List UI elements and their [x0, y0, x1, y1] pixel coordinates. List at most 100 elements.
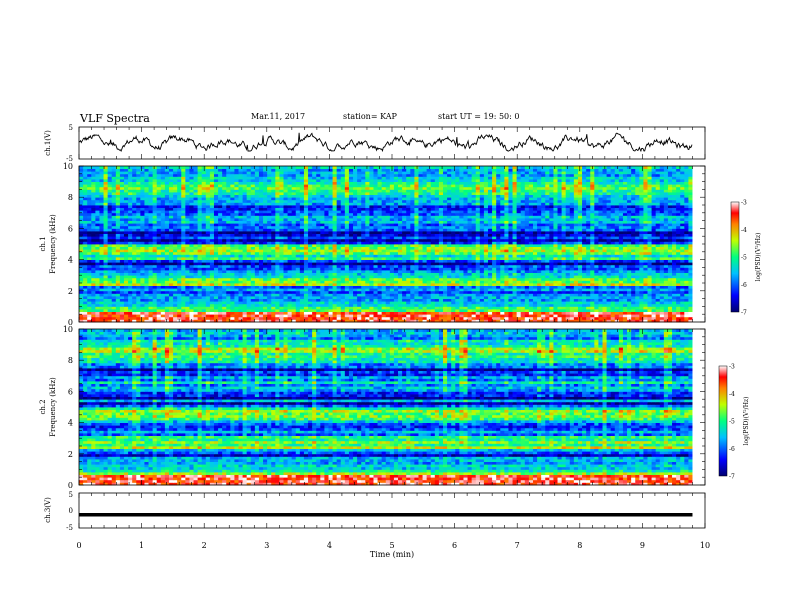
- ch1-spectrogram-cell: [659, 293, 665, 297]
- ch1-spectrogram-cell: [189, 285, 194, 289]
- ch1-spectrogram-cell: [373, 290, 378, 294]
- ch1-spectrogram-cell: [537, 283, 542, 286]
- ch1-spectrogram-cell: [475, 257, 481, 260]
- ch1-spectrogram-cell: [443, 309, 448, 312]
- ch1-spectrogram-cell: [549, 236, 554, 240]
- ch1-spectrogram-cell: [218, 285, 223, 289]
- ch1-spectrogram-cell: [189, 277, 194, 281]
- ch1-spectrogram-cell: [541, 316, 546, 320]
- ch1-spectrogram-cell: [328, 244, 333, 247]
- ch1-spectrogram-cell: [95, 288, 100, 292]
- ch1-spectrogram-cell: [606, 244, 612, 247]
- ch1-spectrogram-cell: [500, 251, 505, 255]
- ch1-spectrogram-cell: [545, 270, 550, 273]
- ch1-spectrogram-cell: [614, 298, 620, 302]
- ch1-spectrogram-cell: [606, 257, 612, 260]
- ch1-spectrogram-cell: [430, 314, 436, 318]
- ch1-spectrogram-cell: [209, 262, 215, 266]
- ch1-spectrogram-cell: [316, 290, 321, 294]
- ch1-spectrogram-cell: [83, 290, 88, 294]
- ch1-spectrogram-cell: [263, 264, 268, 268]
- ch1-spectrogram-cell: [213, 303, 219, 307]
- ch1-spectrogram-cell: [602, 249, 607, 253]
- ch1-spectrogram-cell: [545, 293, 550, 297]
- ch1-spectrogram-cell: [504, 280, 509, 284]
- ch1-spectrogram-cell: [95, 246, 100, 250]
- ch1-spectrogram-cell: [344, 285, 350, 289]
- ch1-spectrogram-cell: [684, 298, 689, 302]
- ch1-spectrogram-cell: [467, 275, 473, 279]
- ch1-spectrogram-cell: [520, 293, 526, 297]
- ch1-spectrogram-cell: [279, 267, 284, 271]
- ch1-spectrogram-cell: [512, 296, 518, 299]
- ch1-spectrogram-cell: [451, 285, 456, 289]
- ch1-spectrogram-cell: [635, 257, 640, 260]
- ch1-spectrogram-cell: [475, 249, 481, 253]
- ch1-spectrogram-cell: [128, 254, 133, 258]
- ch1-spectrogram-cell: [606, 272, 612, 276]
- ch1-spectrogram-cell: [475, 270, 481, 273]
- ch1-spectrogram-cell: [549, 306, 554, 310]
- ch1-spectrogram-cell: [218, 309, 223, 312]
- ch1-spectrogram-cell: [156, 309, 162, 312]
- ch1-spectrogram-cell: [569, 275, 575, 279]
- ch1-spectrogram-cell: [107, 303, 113, 307]
- ch1-spectrogram-cell: [680, 319, 685, 323]
- ch1-spectrogram-cell: [197, 314, 203, 318]
- ch1-spectrogram-cell: [115, 264, 121, 268]
- ch1-spectrogram-cell: [545, 319, 550, 323]
- ch1-spectrogram-cell: [459, 262, 464, 266]
- ch1-spectrogram-cell: [479, 270, 485, 273]
- ch1-spectrogram-cell: [213, 314, 219, 318]
- ch1-spectrogram-cell: [483, 280, 489, 284]
- ch1-spectrogram-cell: [226, 288, 231, 292]
- ch1-spectrogram-cell: [524, 301, 530, 305]
- ch1-spectrogram-cell: [659, 288, 665, 292]
- ch1-spectrogram-cell: [582, 270, 587, 273]
- ch1-spectrogram-cell: [541, 262, 546, 266]
- ch1-spectrogram-cell: [434, 249, 440, 253]
- ch1-spectrogram-cell: [680, 259, 685, 263]
- ch1-spectrogram-cell: [434, 275, 440, 279]
- ch1-spectrogram-cell: [573, 249, 579, 253]
- ch1-spectrogram-cell: [103, 236, 109, 240]
- ch1-spectrogram-cell: [577, 264, 583, 268]
- ch1-spectrogram-cell: [295, 241, 301, 245]
- ch1-spectrogram-cell: [622, 303, 628, 307]
- ch1-spectrogram-cell: [500, 241, 505, 245]
- ch1-spectrogram-cell: [279, 257, 284, 260]
- ch1-spectrogram-cell: [177, 259, 182, 263]
- ch1-spectrogram-cell: [348, 241, 354, 245]
- ch1-spectrogram-cell: [393, 296, 399, 299]
- ch1-spectrogram-cell: [320, 301, 325, 305]
- ch1-spectrogram-cell: [434, 270, 440, 273]
- ch1-spectrogram-cell: [577, 277, 583, 281]
- ch1-spectrogram-cell: [451, 316, 456, 320]
- ch1-spectrogram-cell: [152, 319, 158, 323]
- ch1-spectrogram-cell: [308, 257, 313, 260]
- ch1-spectrogram-cell: [528, 306, 534, 310]
- ch1-spectrogram-cell: [164, 303, 170, 307]
- ch1-spectrogram-cell: [639, 316, 644, 320]
- ch1-spectrogram-cell: [524, 296, 530, 299]
- ch1-spectrogram-cell: [492, 270, 497, 273]
- ch1-spectrogram-cell: [635, 241, 640, 245]
- ch1-spectrogram-cell: [381, 264, 387, 268]
- ch1-spectrogram-cell: [381, 249, 387, 253]
- ch1-spectrogram-cell: [639, 251, 644, 255]
- ch1-spectrogram-cell: [680, 241, 685, 245]
- ch1-spectrogram-cell: [226, 259, 231, 263]
- ch1-spectrogram-cell: [189, 244, 194, 247]
- ch1-spectrogram-cell: [561, 244, 567, 247]
- ch1-spectrogram-cell: [402, 257, 407, 260]
- ch1-spectrogram-cell: [295, 244, 301, 247]
- ch1-spectrogram-cell: [136, 290, 141, 294]
- ch1-spectrogram-cell: [299, 319, 305, 323]
- ch1-spectrogram-cell: [238, 238, 243, 242]
- ch1-spectrogram-cell: [283, 314, 288, 318]
- ch1-spectrogram-cell: [119, 283, 125, 286]
- ch1-spectrogram-cell: [688, 249, 693, 253]
- ch1-spectrogram-cell: [516, 251, 522, 255]
- ch1-spectrogram-cell: [87, 301, 92, 305]
- ch1-spectrogram-cell: [434, 288, 440, 292]
